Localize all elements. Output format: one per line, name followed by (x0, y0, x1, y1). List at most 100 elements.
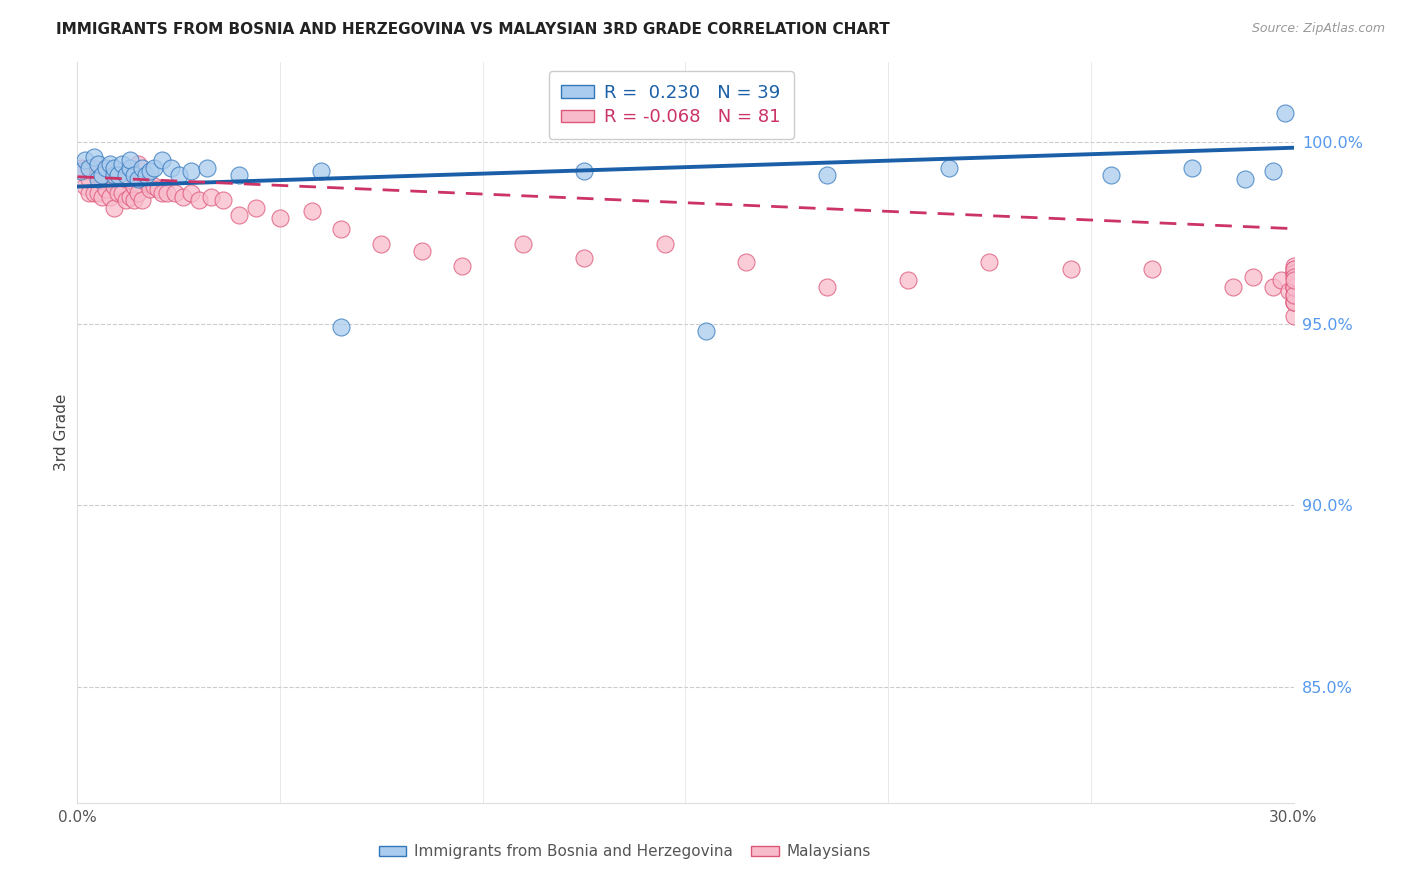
Point (411, 244, 433, 259)
Point (118, 171, 141, 186)
Point (654, 236, 676, 251)
Point (152, 186, 174, 200)
Point (70, 164, 93, 178)
Point (735, 255, 758, 269)
Point (118, 190, 141, 204)
Point (309, 164, 332, 178)
Point (94, 182, 117, 196)
Point (1282, 259, 1305, 273)
Point (86, 171, 108, 186)
Point (139, 182, 162, 196)
Point (115, 171, 138, 186)
Point (212, 194, 235, 208)
Point (572, 164, 595, 178)
Point (90, 190, 112, 204)
Point (90, 171, 112, 186)
Point (200, 190, 222, 204)
Point (122, 194, 145, 208)
Point (329, 222, 352, 236)
Point (1282, 262, 1305, 277)
Text: Source: ZipAtlas.com: Source: ZipAtlas.com (1251, 22, 1385, 36)
Point (86, 157, 108, 171)
Point (83, 186, 105, 200)
Y-axis label: 3rd Grade: 3rd Grade (53, 394, 69, 471)
Point (172, 190, 194, 204)
Point (148, 182, 170, 196)
Point (1278, 284, 1301, 298)
Point (90, 168, 112, 182)
Point (1282, 295, 1305, 310)
Point (79, 186, 101, 200)
Point (103, 161, 125, 175)
Point (815, 168, 838, 182)
Point (1282, 266, 1305, 280)
Point (1099, 168, 1122, 182)
Point (1282, 280, 1305, 294)
Point (1270, 273, 1292, 287)
Point (329, 320, 352, 334)
Point (245, 201, 267, 215)
Point (163, 186, 186, 200)
Point (897, 273, 920, 287)
Point (143, 178, 166, 193)
Point (1241, 269, 1264, 284)
Point (1282, 280, 1305, 294)
Point (111, 186, 134, 200)
Text: IMMIGRANTS FROM BOSNIA AND HERZEGOVINA VS MALAYSIAN 3RD GRADE CORRELATION CHART: IMMIGRANTS FROM BOSNIA AND HERZEGOVINA V… (56, 22, 890, 37)
Point (301, 204, 323, 219)
Point (1282, 280, 1305, 294)
Point (127, 186, 149, 200)
Point (131, 171, 153, 186)
Point (94, 161, 117, 175)
Point (115, 168, 138, 182)
Point (1274, 106, 1296, 120)
Point (135, 168, 157, 182)
Point (1059, 262, 1081, 277)
Point (107, 168, 129, 182)
Point (139, 164, 162, 178)
Point (1282, 262, 1305, 277)
Point (70, 161, 93, 175)
Point (111, 168, 134, 182)
Point (512, 236, 534, 251)
Point (98, 157, 121, 171)
Point (1282, 310, 1305, 324)
Point (75, 178, 97, 193)
Point (979, 255, 1001, 269)
Point (103, 168, 125, 182)
Point (107, 164, 129, 178)
Point (131, 194, 153, 208)
Point (572, 252, 595, 266)
Point (127, 157, 149, 171)
Point (451, 259, 474, 273)
Point (1282, 287, 1305, 301)
Point (107, 186, 129, 200)
Point (938, 161, 960, 175)
Point (1222, 280, 1244, 294)
Point (1282, 295, 1305, 310)
Point (1282, 287, 1305, 301)
Point (118, 153, 141, 168)
Point (180, 186, 202, 200)
Point (1282, 295, 1305, 310)
Point (188, 194, 211, 208)
Point (195, 161, 218, 175)
Point (103, 201, 125, 215)
Point (815, 280, 838, 294)
Point (159, 161, 181, 175)
Point (75, 153, 97, 168)
Point (83, 150, 105, 164)
Point (1282, 266, 1305, 280)
Point (167, 168, 190, 182)
Point (98, 171, 121, 186)
Point (79, 161, 101, 175)
Point (1282, 273, 1305, 287)
Point (135, 175, 157, 189)
Legend: Immigrants from Bosnia and Herzegovina, Malaysians: Immigrants from Bosnia and Herzegovina, … (373, 838, 877, 865)
Point (269, 211, 291, 226)
Point (1282, 269, 1305, 284)
Point (1263, 280, 1285, 294)
Point (115, 194, 138, 208)
Point (127, 171, 149, 186)
Point (1263, 164, 1285, 178)
